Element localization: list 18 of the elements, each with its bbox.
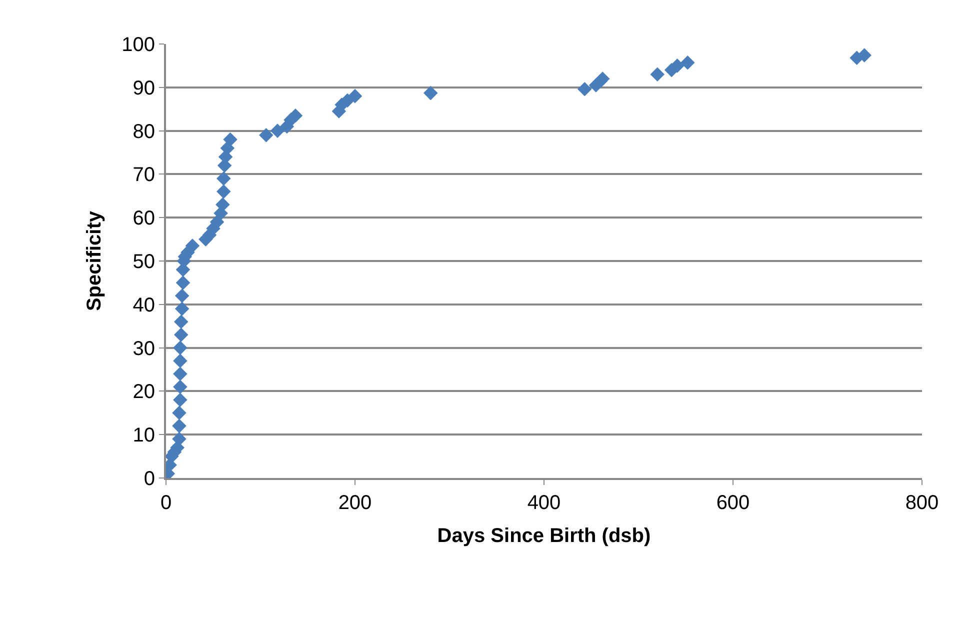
- y-tick-label: 30: [132, 338, 155, 360]
- y-tick-label: 20: [132, 381, 155, 404]
- x-tick-label: 0: [160, 492, 172, 514]
- y-tick-label: 10: [132, 424, 155, 447]
- y-tick-label: 0: [144, 468, 155, 490]
- y-tick-label: 70: [132, 164, 155, 186]
- y-tick-label: 40: [132, 294, 155, 316]
- x-tick-label: 400: [527, 492, 561, 514]
- x-tick-label: 600: [716, 492, 750, 514]
- y-tick-label: 100: [122, 34, 155, 56]
- y-tick-label: 50: [132, 251, 155, 273]
- y-tick-label: 60: [132, 208, 155, 230]
- y-tick-label: 90: [132, 77, 155, 100]
- y-axis-title: Specificity: [84, 210, 106, 312]
- x-axis-title: Days Since Birth (dsb): [437, 525, 651, 547]
- y-tick-label: 80: [132, 120, 155, 143]
- x-tick-label: 800: [905, 492, 939, 514]
- x-tick-label: 200: [338, 492, 372, 514]
